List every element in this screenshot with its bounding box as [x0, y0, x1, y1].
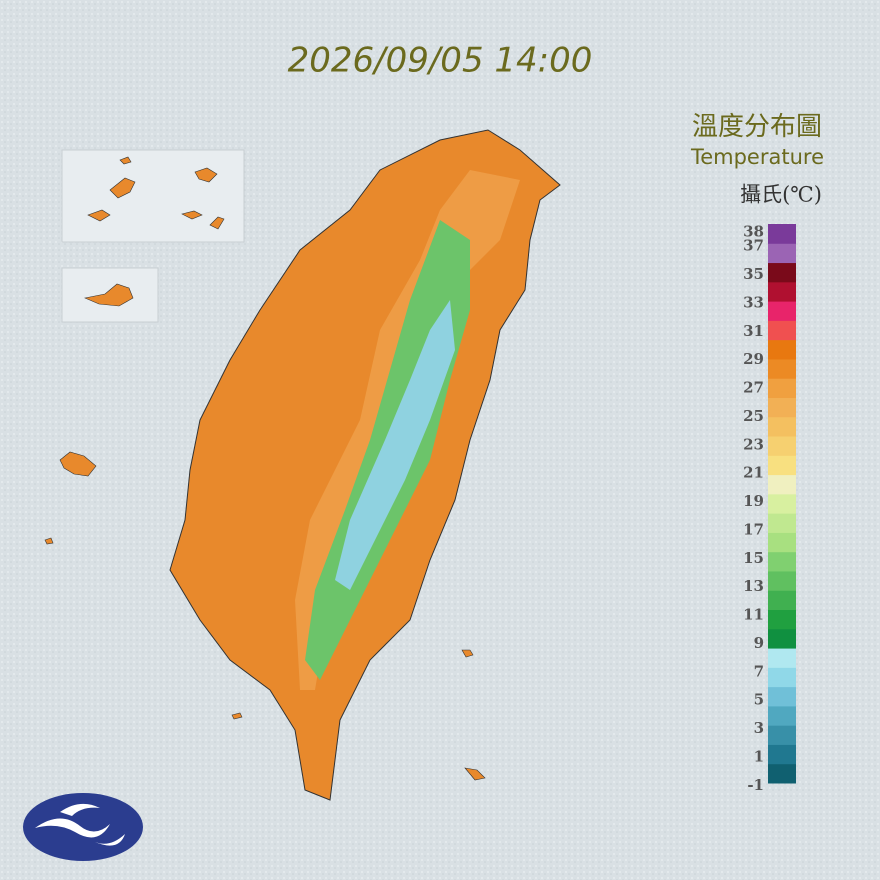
- scale-band: [768, 455, 796, 476]
- scale-label: 33: [743, 293, 764, 311]
- scale-band: [768, 744, 796, 765]
- scale-label: 31: [743, 322, 764, 340]
- high-peaks: [335, 300, 455, 590]
- scale-band: [768, 609, 796, 630]
- scale-band: [768, 763, 796, 784]
- scale-band: [768, 493, 796, 514]
- scale-label: 11: [743, 606, 764, 624]
- scale-band: [768, 590, 796, 611]
- scale-band: [768, 570, 796, 591]
- scale-label: 7: [754, 662, 764, 680]
- scale-band: [768, 416, 796, 437]
- scale-band: [768, 224, 796, 244]
- scale-band: [768, 686, 796, 707]
- scale-band: [768, 648, 796, 668]
- scale-label: -1: [747, 776, 764, 794]
- scale-band: [768, 474, 796, 495]
- scale-label: 13: [743, 577, 764, 595]
- scale-label: 21: [743, 464, 764, 482]
- scale-band: [768, 532, 796, 553]
- scale-label: 35: [743, 265, 764, 283]
- map-time: 2026/09/05 14:00: [288, 41, 593, 81]
- scale-label: 15: [743, 549, 764, 567]
- scale-label: 23: [743, 435, 764, 453]
- scale-label: 25: [743, 407, 764, 425]
- scale-band: [768, 705, 796, 726]
- legend-unit: 攝氏(℃): [740, 183, 822, 207]
- islands: [44, 156, 486, 781]
- scale-band: [768, 262, 796, 283]
- scale-band: [768, 725, 796, 745]
- scale-band: [768, 378, 796, 398]
- scale-band: [768, 301, 796, 321]
- scale-label: 38: [743, 223, 764, 241]
- scale-band: [768, 513, 796, 533]
- scale-label: 1: [754, 747, 764, 765]
- logo: [23, 793, 143, 861]
- scale-label: 3: [754, 719, 764, 737]
- scale-band: [768, 281, 796, 302]
- scale-band: [768, 397, 796, 418]
- legend-subheading: Temperature: [690, 145, 824, 169]
- scale-label: 29: [743, 350, 764, 368]
- scale-band: [768, 436, 796, 456]
- scale-label: 19: [743, 492, 764, 510]
- scale-label: 17: [743, 520, 764, 538]
- scale-band: [768, 358, 796, 379]
- scale-band: [768, 243, 796, 264]
- scale-band: [768, 339, 796, 360]
- scale-label: 27: [743, 379, 764, 397]
- scale-label: 5: [754, 691, 764, 709]
- scale-band: [768, 320, 796, 341]
- legend-heading: 溫度分布圖: [692, 112, 822, 142]
- scale-band: [768, 551, 796, 572]
- scale-label: 37: [743, 237, 764, 255]
- scale-band: [768, 667, 796, 688]
- scale-label: 9: [754, 634, 764, 652]
- scale-band: [768, 628, 796, 649]
